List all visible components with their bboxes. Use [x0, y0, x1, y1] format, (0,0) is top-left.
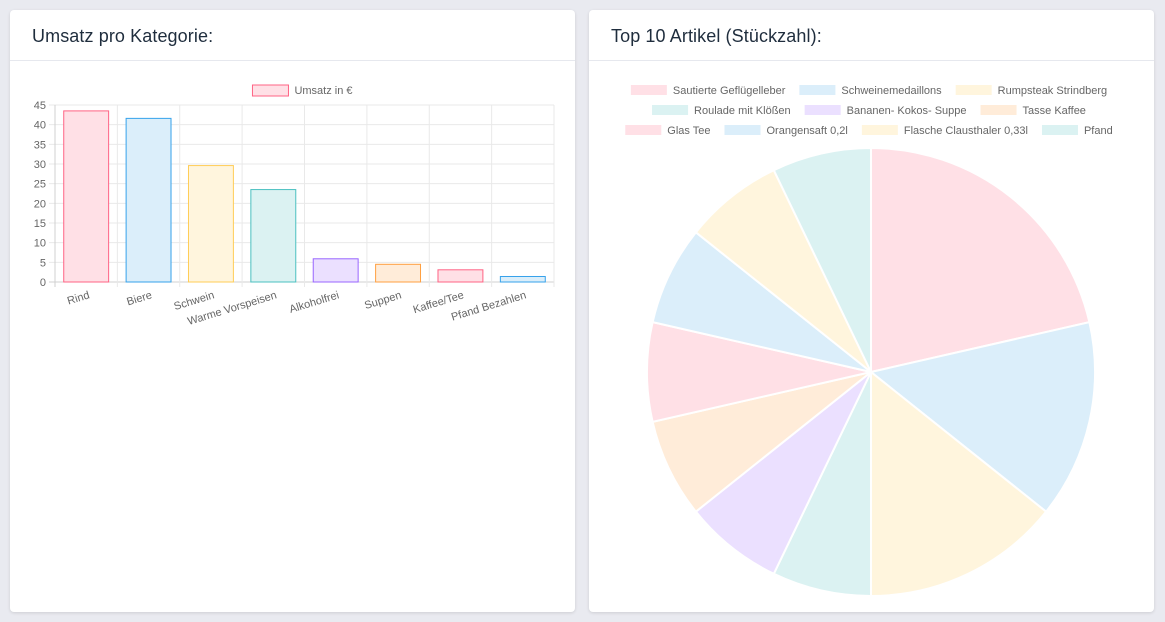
legend-swatch[interactable]: [724, 125, 761, 135]
x-tick-label: Rind: [66, 289, 91, 307]
legend-label[interactable]: Pfand: [1084, 125, 1113, 137]
y-tick-label: 20: [34, 198, 46, 210]
legend-label[interactable]: Flasche Clausthaler 0,33l: [904, 125, 1028, 137]
revenue-card: Umsatz pro Kategorie: Umsatz in € 0 5 10 15 2…: [10, 10, 575, 612]
bar[interactable]: [187, 165, 234, 283]
legend-swatch[interactable]: [861, 125, 898, 135]
legend-label[interactable]: Bananen- Kokos- Suppe: [847, 105, 967, 117]
y-tick-label: 10: [34, 238, 46, 250]
top-items-pie-chart: Sautierte Geflügelleber Schweinemedaillon…: [625, 85, 1113, 598]
x-tick-label: Alkoholfrei: [288, 289, 341, 315]
legend-label[interactable]: Orangensaft 0,2l: [767, 125, 848, 137]
legend-swatch[interactable]: [955, 85, 992, 95]
legend-label[interactable]: Tasse Kaffee: [1023, 105, 1086, 117]
pie-slice[interactable]: [870, 146, 1091, 374]
legend-label[interactable]: Glas Tee: [667, 125, 710, 137]
top-items-card-header: Top 10 Artikel (Stückzahl):: [589, 10, 1154, 61]
bar[interactable]: [312, 258, 359, 283]
y-tick-label: 15: [34, 218, 46, 230]
pie-slice[interactable]: [651, 230, 872, 373]
bar[interactable]: [437, 269, 484, 283]
legend-label[interactable]: Sautierte Geflügelleber: [673, 85, 786, 97]
pie-slice[interactable]: [868, 320, 1096, 514]
y-tick-label: 5: [40, 257, 46, 269]
revenue-card-title: Umsatz pro Kategorie:: [32, 26, 214, 46]
x-tick-label: Biere: [125, 289, 153, 308]
x-tick-label: Suppen: [363, 289, 403, 312]
y-tick-label: 30: [34, 159, 46, 171]
bar[interactable]: [63, 110, 110, 283]
legend-label[interactable]: Rumpsteak Strindberg: [998, 85, 1107, 97]
legend-label[interactable]: Schweinemedaillons: [841, 85, 942, 97]
bar[interactable]: [375, 263, 422, 283]
bar[interactable]: [499, 275, 546, 283]
pie-slice[interactable]: [646, 320, 872, 424]
legend-swatch[interactable]: [799, 85, 836, 95]
bar[interactable]: [125, 117, 172, 283]
top-items-card: Top 10 Artikel (Stückzahl): Sautierte Ge…: [589, 10, 1154, 612]
pie-slice[interactable]: [772, 146, 872, 373]
top-items-card-title: Top 10 Artikel (Stückzahl):: [611, 26, 822, 46]
y-tick-label: 45: [34, 100, 46, 112]
legend-label[interactable]: Umsatz in €: [294, 85, 352, 97]
bar[interactable]: [250, 189, 297, 283]
legend-label[interactable]: Roulade mit Klößen: [694, 105, 791, 117]
y-tick-label: 0: [40, 277, 46, 289]
y-tick-label: 40: [34, 120, 46, 132]
legend-swatch[interactable]: [980, 105, 1017, 115]
pie-slice[interactable]: [694, 371, 872, 576]
pie-slice[interactable]: [772, 371, 872, 598]
legend-swatch[interactable]: [625, 125, 662, 135]
pie-slice[interactable]: [694, 168, 872, 373]
pie-slice[interactable]: [870, 369, 1048, 598]
revenue-card-header: Umsatz pro Kategorie:: [10, 10, 575, 61]
legend-swatch[interactable]: [804, 105, 841, 115]
legend-swatch[interactable]: [1041, 125, 1078, 135]
y-tick-label: 35: [34, 139, 46, 151]
legend-swatch[interactable]: [652, 105, 689, 115]
legend-swatch[interactable]: [251, 84, 289, 97]
pie-slice[interactable]: [651, 371, 872, 514]
legend-swatch[interactable]: [630, 85, 667, 95]
y-tick-label: 25: [34, 179, 46, 191]
